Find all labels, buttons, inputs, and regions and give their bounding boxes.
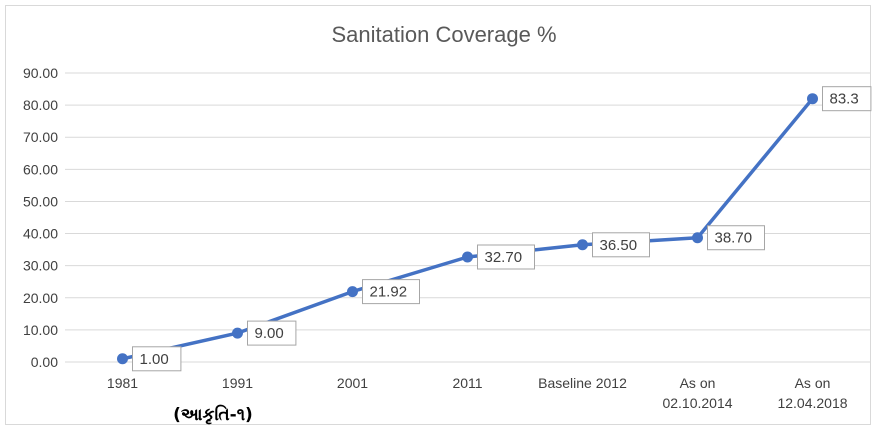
x-axis-ticks: 1981 1991 2001 2011 Baseline 2012 As on 02.10.…: [107, 375, 848, 411]
y-axis-ticks: 0.00 10.00 20.00 30.00 40.00 50.00 60.00 70.00 8…: [23, 65, 58, 370]
data-label: 32.70: [485, 249, 523, 266]
gridlines: [65, 72, 870, 363]
y-tick-label: 40.00: [23, 226, 58, 242]
data-point: [462, 251, 473, 263]
data-point: [807, 93, 818, 105]
x-tick-label: As on: [680, 375, 716, 391]
chart-title: Sanitation Coverage %: [331, 22, 556, 47]
data-point: [117, 353, 128, 365]
y-tick-label: 0.00: [31, 354, 58, 370]
data-label-box: [362, 279, 420, 305]
x-tick-label: 2011: [452, 375, 482, 391]
x-tick-label: Baseline 2012: [538, 375, 627, 391]
y-tick-label: 20.00: [23, 290, 58, 306]
y-tick-label: 10.00: [23, 322, 58, 338]
data-label: 9.00: [255, 325, 284, 342]
y-tick-label: 60.00: [23, 161, 58, 177]
data-label: 1.00: [140, 351, 169, 368]
y-tick-label: 90.00: [23, 65, 58, 81]
data-point: [692, 232, 703, 244]
y-tick-label: 80.00: [23, 97, 58, 113]
data-label-box: [477, 244, 535, 270]
y-tick-label: 70.00: [23, 129, 58, 145]
data-label: 21.92: [370, 284, 408, 301]
figure-caption: (આકૃતિ-૧): [173, 404, 253, 425]
data-point: [577, 239, 588, 251]
series-line: [117, 93, 818, 365]
data-label: 83.3: [830, 91, 859, 108]
data-point: [347, 286, 358, 298]
data-label-box: [132, 346, 182, 372]
x-tick-label: 12.04.2018: [777, 395, 847, 411]
y-tick-label: 30.00: [23, 258, 58, 274]
data-point: [232, 327, 243, 339]
x-tick-label: As on: [795, 375, 831, 391]
x-tick-label: 1991: [222, 375, 253, 391]
data-label-box: [592, 232, 650, 258]
data-label-box: [247, 320, 297, 346]
data-labels: 1.00 9.00 21.92 32.70 36.50 38.70 83.3: [132, 86, 872, 372]
x-tick-label: 02.10.2014: [662, 395, 732, 411]
x-tick-label: 2001: [337, 375, 368, 391]
y-tick-label: 50.00: [23, 193, 58, 209]
data-label: 36.50: [600, 237, 638, 254]
data-label: 38.70: [715, 230, 753, 247]
data-label-box: [707, 225, 765, 251]
x-tick-label: 1981: [107, 375, 138, 391]
data-label-box: [822, 86, 872, 112]
